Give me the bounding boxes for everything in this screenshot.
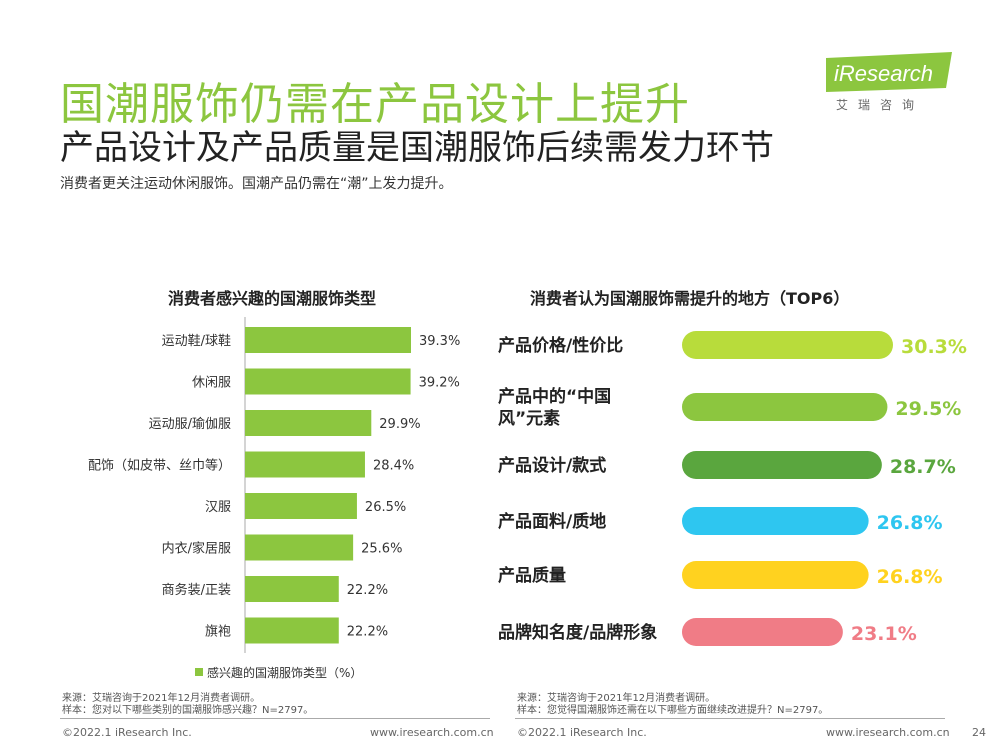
website-link-right[interactable]: www.iresearch.com.cn — [826, 726, 950, 739]
interest-type-bar-chart: 运动鞋/球鞋 39.3% 休闲服 39.2% 运动服/瑜伽服 29.9% 配饰（如皮带、丝巾… — [88, 317, 460, 653]
data-label: 30.3% — [901, 336, 967, 358]
category-label: 产品面料/质地 — [498, 511, 606, 532]
logo-banner-shape — [826, 52, 952, 92]
right-chart-title: 消费者认为国潮服饰需提升的地方（TOP6） — [530, 289, 850, 308]
bar — [682, 561, 869, 589]
data-label: 25.6% — [361, 542, 402, 557]
data-label: 29.5% — [895, 398, 961, 420]
category-label: 旗袍 — [205, 624, 231, 640]
data-label: 28.7% — [890, 456, 956, 478]
right-source-note: 来源：艾瑞咨询于2021年12月消费者调研。 — [517, 693, 716, 704]
page-description: 消费者更关注运动休闲服饰。国潮产品仍需在“潮”上发力提升。 — [60, 176, 453, 192]
left-chart-title: 消费者感兴趣的国潮服饰类型 — [168, 289, 377, 308]
category-label-line: 风”元素 — [498, 409, 560, 429]
category-label-line: 产品设计/款式 — [498, 455, 606, 476]
data-label: 26.5% — [365, 500, 406, 515]
page-subtitle: 产品设计及产品质量是国潮服饰后续需发力环节 — [60, 128, 774, 168]
copyright-left: ©2022.1 iResearch Inc. — [62, 726, 192, 739]
category-label: 配饰（如皮带、丝巾等） — [88, 458, 231, 474]
left-sample-note: 样本：您对以下哪些类别的国潮服饰感兴趣？N=2797。 — [62, 705, 314, 716]
bar — [682, 618, 843, 646]
category-label: 商务装/正装 — [162, 582, 231, 598]
data-label: 39.2% — [419, 376, 460, 391]
bar — [245, 368, 411, 395]
website-link-left[interactable]: www.iresearch.com.cn — [370, 726, 494, 739]
page-number: 24 — [972, 726, 986, 739]
improvement-top6-bar-chart: 产品价格/性价比 30.3% 产品中的“中国风”元素 29.5% 产品设计/款式 28.7… — [498, 331, 967, 646]
bar — [682, 393, 888, 421]
logo-cn-text: 艾瑞咨询 — [836, 98, 925, 112]
category-label: 品牌知名度/品牌形象 — [498, 622, 657, 643]
category-label: 运动鞋/球鞋 — [162, 333, 231, 349]
data-label: 26.8% — [877, 566, 943, 588]
category-label: 产品质量 — [498, 565, 566, 586]
bar — [682, 451, 882, 479]
bar — [245, 493, 357, 519]
legend-label: 感兴趣的国潮服饰类型（%） — [207, 666, 363, 680]
page-title: 国潮服饰仍需在产品设计上提升 — [60, 79, 690, 130]
logo-text: iResearch — [834, 61, 934, 86]
category-label: 产品设计/款式 — [498, 455, 606, 476]
data-label: 39.3% — [419, 334, 460, 349]
logo-banner-path — [826, 52, 952, 92]
category-label: 产品价格/性价比 — [498, 335, 623, 356]
category-label-line: 品牌知名度/品牌形象 — [498, 622, 657, 643]
category-label-line: 产品中的“中国 — [498, 386, 611, 407]
category-label-line: 产品面料/质地 — [498, 511, 606, 532]
iresearch-logo: iResearch 艾瑞咨询 — [826, 52, 952, 112]
data-label: 29.9% — [379, 417, 420, 432]
right-sample-note: 样本：您觉得国潮服饰还需在以下哪些方面继续改进提升？N=2797。 — [517, 705, 829, 716]
left-chart-legend: 感兴趣的国潮服饰类型（%） — [195, 664, 362, 681]
bar — [245, 451, 365, 478]
bar — [245, 617, 339, 644]
data-label: 28.4% — [373, 459, 414, 474]
bar — [245, 576, 339, 602]
bar — [245, 534, 354, 561]
data-label: 26.8% — [877, 512, 943, 534]
bar — [682, 331, 893, 359]
data-label: 22.2% — [347, 625, 388, 640]
category-label: 汉服 — [205, 500, 231, 515]
bar — [245, 410, 372, 436]
legend-swatch — [195, 668, 203, 676]
copyright-right: ©2022.1 iResearch Inc. — [517, 726, 647, 739]
bar — [245, 327, 411, 353]
data-label: 22.2% — [347, 583, 388, 598]
category-label: 运动服/瑜伽服 — [149, 417, 231, 432]
category-label-line: 产品质量 — [498, 565, 566, 586]
footer-divider-right — [515, 718, 945, 719]
data-label: 23.1% — [851, 623, 917, 645]
category-label: 产品中的“中国风”元素 — [498, 386, 611, 429]
bar — [682, 507, 869, 535]
category-label: 休闲服 — [192, 376, 231, 391]
left-source-note: 来源：艾瑞咨询于2021年12月消费者调研。 — [62, 693, 261, 704]
category-label-line: 产品价格/性价比 — [498, 335, 623, 356]
footer-divider-left — [60, 718, 490, 719]
category-label: 内衣/家居服 — [162, 541, 231, 557]
